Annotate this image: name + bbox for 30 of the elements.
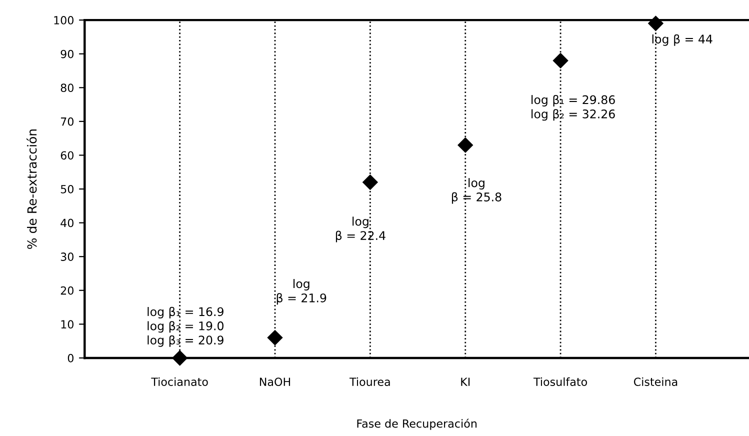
annotation: log β = 44 [652, 34, 712, 46]
x-tick-label: Tiocianato [151, 377, 208, 386]
point [458, 138, 473, 153]
annotation: log β₁ = 29.86 log β₂ = 32.26 [532, 94, 615, 121]
point [648, 16, 664, 32]
annotation: log β = 21.9 [276, 279, 326, 305]
y-tick-label: 70 [60, 117, 74, 126]
y-tick-label: 90 [60, 50, 74, 58]
x-axis-title: Fase de Recuperación [357, 418, 477, 430]
y-tick-label: 80 [60, 84, 74, 92]
x-tick-label: KI [461, 378, 470, 386]
y-tick-label: 100 [54, 16, 74, 24]
point [552, 53, 568, 68]
x-tick-label: Tiourea [349, 377, 390, 386]
point [172, 350, 188, 366]
y-tick-label: 50 [60, 184, 74, 194]
y-tick-label: 30 [60, 252, 74, 261]
y-tick-label: 40 [60, 218, 74, 228]
annotation: log β = 22.4 [336, 216, 386, 242]
y-tick-label: 60 [60, 151, 74, 160]
y-tick-label: 20 [60, 286, 74, 295]
x-tick-label: Cisteina [634, 377, 678, 386]
annotation: log β₁ = 16.9 log β₂ = 19.0 log β₃ = 20.9 [148, 306, 224, 347]
x-tick-label: NaOH [260, 378, 290, 386]
x-tick-label: Tiosulfato [533, 377, 587, 386]
y-axis-title: % de Re-extracción [26, 130, 37, 249]
y-tick-label: 10 [61, 320, 74, 329]
point [362, 174, 378, 190]
point [267, 330, 283, 346]
y-tick-label: 0 [68, 354, 74, 362]
